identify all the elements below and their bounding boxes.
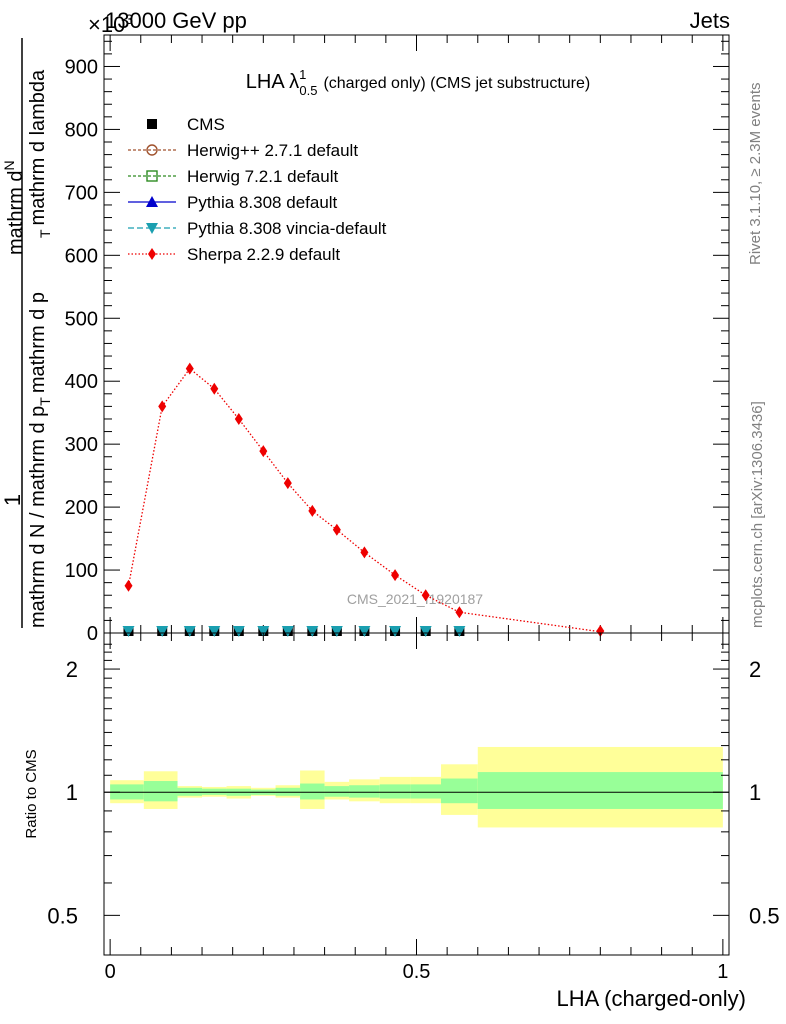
legend-marker: [146, 223, 158, 234]
ratio-band-inner: [324, 786, 350, 797]
data-point-sherpa-2-2-9-default: [283, 477, 292, 490]
data-point-sherpa-2-2-9-default: [421, 589, 430, 602]
y-tick-label: 500: [65, 308, 98, 330]
ratio-y-tick-label-left: 0.5: [47, 903, 78, 928]
ratio-band-inner: [143, 781, 178, 802]
legend-label: Sherpa 2.2.9 default: [187, 245, 340, 264]
legend: CMS Herwig++ 2.7.1 default Herwig 7.2.1 de…: [128, 115, 387, 264]
y-tick-label: 600: [65, 245, 98, 267]
main-series-group: [122, 362, 605, 637]
ratio-band-inner: [441, 778, 478, 804]
ratio-band-inner: [410, 784, 442, 799]
data-point-pythia-8-308-vincia-default: [419, 626, 432, 637]
main-y-axis: 0 100 200 300 400 500 600 700 800 900: [65, 40, 729, 645]
data-point-sherpa-2-2-9-default: [332, 523, 341, 536]
data-point-pythia-8-308-vincia-default: [183, 626, 196, 637]
data-point-sherpa-2-2-9-default: [360, 546, 369, 559]
legend-marker: [146, 170, 158, 182]
data-point-sherpa-2-2-9-default: [124, 579, 133, 592]
data-point-pythia-8-308-vincia-default: [306, 626, 319, 637]
y-tick-label: 800: [65, 119, 98, 141]
legend-label: Pythia 8.308 default: [187, 193, 338, 212]
ratio-bands: [110, 746, 723, 828]
y-label-top: mathrm dN: [1, 160, 27, 255]
legend-marker: [147, 119, 157, 129]
legend-marker: [146, 196, 158, 207]
y-tick-label: 400: [65, 371, 98, 393]
data-point-sherpa-2-2-9-default: [391, 569, 400, 582]
x-tick-label: 0.5: [403, 961, 431, 983]
y-tick-label: 200: [65, 497, 98, 519]
x-axis-label: LHA (charged-only): [556, 986, 746, 1011]
header-left: 13000 GeV pp: [105, 8, 247, 33]
data-point-sherpa-2-2-9-default: [234, 412, 243, 425]
header-right: Jets: [690, 8, 730, 33]
data-point-pythia-8-308-vincia-default: [358, 626, 371, 637]
data-point-pythia-8-308-vincia-default: [281, 626, 294, 637]
analysis-watermark: CMS_2021_I1920187: [347, 591, 483, 607]
main-plot-panel: 0 100 200 300 400 500 600 700 800 900 CMS_2021_I1…: [65, 34, 730, 645]
ratio-y-tick-label-right: 2: [749, 657, 761, 682]
series-line-sherpa: [127, 367, 601, 633]
legend-label: Herwig++ 2.7.1 default: [187, 141, 358, 160]
plot-title: LHA λ1 0.5 (charged only) (CMS jet substru…: [246, 67, 590, 98]
data-point-pythia-8-308-vincia-default: [232, 626, 245, 637]
y-label-denominator: mathrm d N / mathrm d pTmathrm d p: [27, 292, 53, 628]
y-tick-label: 0: [87, 623, 98, 645]
ratio-x-axis: 0 0.5 1: [105, 633, 728, 983]
data-point-sherpa-2-2-9-default: [259, 445, 268, 458]
ratio-y-tick-label-left: 1: [66, 780, 78, 805]
data-point-sherpa-2-2-9-default: [308, 504, 317, 517]
y-label-numerator: 1: [0, 494, 25, 506]
ratio-y-tick-label-right: 1: [749, 780, 761, 805]
legend-label: CMS: [187, 115, 225, 134]
y-tick-label: 700: [65, 182, 98, 204]
y-label-denominator-2: Tmathrm d lambda: [27, 69, 53, 238]
data-point-pythia-8-308-vincia-default: [208, 626, 221, 637]
data-point-pythia-8-308-vincia-default: [156, 626, 169, 637]
y-tick-label: 100: [65, 560, 98, 582]
ratio-y-tick-label-right: 0.5: [749, 903, 780, 928]
data-point-sherpa-2-2-9-default: [455, 606, 464, 619]
ratio-plot-panel: 0.5 0.51 12 2 0 0.5 1 Ratio to CMS LHA (charg…: [23, 632, 780, 1011]
mcplots-label: mcplots.cern.ch [arXiv:1306.3436]: [749, 401, 766, 628]
data-point-pythia-8-308-vincia-default: [330, 626, 343, 637]
ratio-y-tick-label-left: 2: [66, 657, 78, 682]
ratio-y-axis: 0.5 0.5 1 1 2 2: [47, 643, 780, 928]
data-point-sherpa-2-2-9-default: [210, 382, 219, 395]
y-tick-label: 900: [65, 56, 98, 78]
legend-marker: [148, 248, 156, 260]
data-point-sherpa-2-2-9-default: [596, 625, 605, 637]
legend-label: Pythia 8.308 vincia-default: [187, 219, 387, 238]
data-point-pythia-8-308-vincia-default: [257, 626, 270, 637]
main-y-label: 1 mathrm d N / mathrm d pTmathrm d p Tma…: [0, 38, 53, 628]
ratio-band-inner: [300, 783, 325, 800]
data-point-pythia-8-308-vincia-default: [122, 626, 135, 637]
ratio-band-inner: [349, 785, 380, 798]
main-x-axis: [109, 35, 724, 633]
y-exponent: ×103: [88, 11, 133, 37]
x-tick-label: 0: [105, 961, 116, 983]
legend-marker: [146, 144, 158, 156]
data-point-pythia-8-308-vincia-default: [389, 626, 402, 637]
legend-label: Herwig 7.2.1 default: [187, 167, 338, 186]
ratio-band-inner: [379, 784, 411, 799]
y-tick-label: 300: [65, 434, 98, 456]
ratio-band-inner: [477, 772, 723, 809]
x-tick-label: 1: [717, 961, 728, 983]
data-point-sherpa-2-2-9-default: [158, 400, 167, 413]
data-point-sherpa-2-2-9-default: [185, 362, 194, 375]
rivet-label: Rivet 3.1.10, ≥ 2.3M events: [747, 83, 764, 266]
ratio-y-label: Ratio to CMS: [23, 749, 40, 838]
data-point-pythia-8-308-vincia-default: [453, 626, 466, 637]
